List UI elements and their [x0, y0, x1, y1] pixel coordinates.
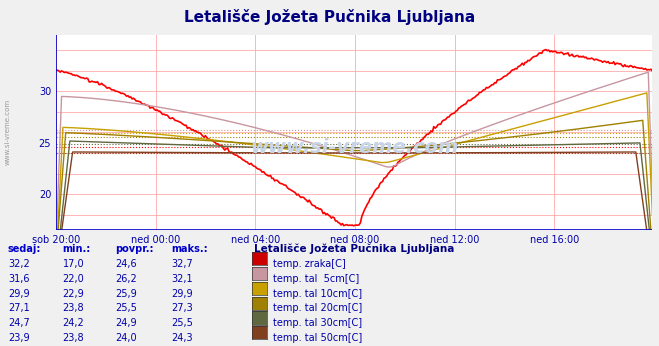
Text: 29,9: 29,9: [8, 289, 30, 299]
Text: temp. tal  5cm[C]: temp. tal 5cm[C]: [273, 274, 360, 284]
Text: 24,2: 24,2: [63, 318, 84, 328]
Text: 22,9: 22,9: [63, 289, 84, 299]
Text: min.:: min.:: [63, 244, 91, 254]
Text: 25,5: 25,5: [115, 303, 137, 313]
Text: 24,9: 24,9: [115, 318, 137, 328]
Text: temp. tal 20cm[C]: temp. tal 20cm[C]: [273, 303, 362, 313]
Text: www.si-vreme.com: www.si-vreme.com: [250, 138, 459, 157]
Text: 29,9: 29,9: [171, 289, 193, 299]
Text: 25,5: 25,5: [171, 318, 193, 328]
Text: 24,6: 24,6: [115, 259, 137, 269]
Text: maks.:: maks.:: [171, 244, 208, 254]
Text: 32,7: 32,7: [171, 259, 193, 269]
Text: 24,0: 24,0: [115, 333, 137, 343]
Text: 26,2: 26,2: [115, 274, 137, 284]
Text: www.si-vreme.com: www.si-vreme.com: [5, 98, 11, 165]
Text: Letališče Jožeta Pučnika Ljubljana: Letališče Jožeta Pučnika Ljubljana: [184, 9, 475, 25]
Text: 32,1: 32,1: [171, 274, 193, 284]
Text: 23,8: 23,8: [63, 333, 84, 343]
Text: 24,3: 24,3: [171, 333, 193, 343]
Text: sedaj:: sedaj:: [8, 244, 42, 254]
Text: 31,6: 31,6: [8, 274, 30, 284]
Text: 27,1: 27,1: [8, 303, 30, 313]
Text: povpr.:: povpr.:: [115, 244, 154, 254]
Text: temp. tal 50cm[C]: temp. tal 50cm[C]: [273, 333, 362, 343]
Text: 23,8: 23,8: [63, 303, 84, 313]
Text: 25,9: 25,9: [115, 289, 137, 299]
Text: temp. tal 30cm[C]: temp. tal 30cm[C]: [273, 318, 362, 328]
Text: 27,3: 27,3: [171, 303, 193, 313]
Text: Letališče Jožeta Pučnika Ljubljana: Letališče Jožeta Pučnika Ljubljana: [254, 244, 454, 254]
Text: 32,2: 32,2: [8, 259, 30, 269]
Text: 23,9: 23,9: [8, 333, 30, 343]
Text: temp. tal 10cm[C]: temp. tal 10cm[C]: [273, 289, 362, 299]
Text: 17,0: 17,0: [63, 259, 84, 269]
Text: temp. zraka[C]: temp. zraka[C]: [273, 259, 346, 269]
Text: 22,0: 22,0: [63, 274, 84, 284]
Text: 24,7: 24,7: [8, 318, 30, 328]
